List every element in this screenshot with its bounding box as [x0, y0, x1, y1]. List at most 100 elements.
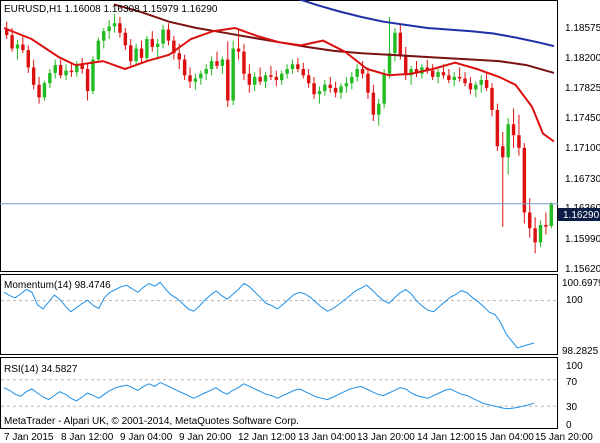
price-axis: 1.18575 1.18200 1.17825 1.17450 1.17100 … [558, 23, 600, 275]
candle-body [355, 69, 359, 77]
candle-body [517, 135, 521, 148]
candle-body [533, 228, 537, 243]
candle-body [112, 23, 117, 27]
candle-body [490, 87, 494, 110]
candle-body [48, 72, 52, 84]
momentum-axis: 100.6979 100 98.2825 [562, 278, 600, 357]
candle-body [150, 39, 155, 47]
candle-body [10, 35, 14, 49]
momentum-title: Momentum(14) 98.4746 [4, 280, 111, 291]
candle-body [26, 50, 30, 68]
candle-body [468, 83, 473, 90]
candle-body [366, 73, 370, 93]
price-tick-label: 1.17825 [565, 83, 600, 94]
ma_slow-line [298, 0, 555, 48]
rsi-tick-label: 100 [566, 361, 583, 372]
candle-body [403, 54, 408, 76]
candle-body [215, 61, 219, 66]
rsi-axis: 100 70 30 0 [566, 361, 583, 431]
candle-body [204, 69, 208, 74]
ma_fast-line [3, 26, 555, 143]
candle-body [236, 48, 241, 52]
candle-body [387, 53, 392, 74]
candle-body [317, 91, 322, 95]
price-tick-label: 1.16730 [565, 174, 600, 185]
momentum-tick-label: 98.2825 [562, 346, 599, 357]
candle-body [58, 65, 63, 76]
candle-body [177, 53, 181, 60]
time-tick-label: 12 Jan 12:00 [238, 432, 296, 443]
candle-body [360, 69, 365, 74]
candle-body [53, 65, 57, 73]
time-tick-label: 13 Jan 04:00 [298, 432, 356, 443]
candle-body [247, 73, 252, 85]
candle-body [333, 87, 338, 93]
candle-body [161, 29, 165, 44]
candle-body [75, 64, 79, 73]
candle-body [231, 48, 235, 101]
candle-body [134, 48, 138, 62]
candle-body [511, 124, 516, 136]
price-tick-label: 1.15990 [565, 234, 600, 245]
candle-body [479, 80, 483, 85]
time-tick-label: 14 Jan 12:00 [417, 432, 475, 443]
candle-body [226, 59, 230, 101]
time-tick-label: 9 Jan 20:00 [179, 432, 232, 443]
candle-body [312, 83, 316, 95]
candle-body [145, 39, 149, 58]
candle-body [166, 29, 171, 41]
candle-body [452, 76, 456, 81]
time-axis: 7 Jan 2015 8 Jan 12:00 9 Jan 04:00 9 Jan… [4, 432, 593, 443]
candle-body [139, 48, 144, 58]
rsi-plot [1, 379, 557, 410]
candle-body [430, 70, 435, 77]
candle-body [447, 75, 451, 81]
candle-body [4, 29, 9, 36]
candle-body [220, 59, 225, 66]
momentum-tick-label: 100 [566, 295, 583, 306]
candle-body [506, 124, 510, 158]
candle-body [258, 76, 262, 82]
time-tick-label: 15 Jan 20:00 [535, 432, 593, 443]
candle-body [123, 32, 128, 46]
candle-body [398, 32, 403, 55]
rsi-line [3, 381, 535, 410]
main-chart-title: EURUSD,H1 1.16008 1.16308 1.15979 1.1629… [4, 4, 218, 15]
candle-body [377, 103, 381, 115]
candle-body [118, 23, 122, 33]
candle-body [209, 61, 214, 69]
price-tick-label: 1.18575 [565, 23, 600, 34]
candle-body [538, 225, 543, 243]
rsi-title: RSI(14) 34.5827 [4, 364, 78, 375]
candle-body [64, 70, 68, 76]
candle-body [457, 76, 462, 79]
candle-body [290, 64, 295, 69]
candle-body [323, 84, 327, 92]
candle-body [42, 83, 47, 98]
candle-body [339, 86, 343, 93]
momentum-line [3, 281, 535, 349]
candle-body [172, 40, 176, 54]
candle-body [409, 69, 413, 76]
candle-body [15, 44, 20, 49]
candle-body [128, 45, 133, 62]
candle-body [37, 84, 41, 98]
ma_mid-line [113, 3, 555, 74]
momentum-tick-label: 100.6979 [562, 278, 600, 289]
price-tick-label: 1.18200 [565, 53, 600, 64]
candle-body [544, 225, 548, 227]
rsi-tick-label: 30 [566, 402, 578, 413]
candle-body [463, 78, 467, 84]
candle-body [188, 75, 192, 82]
current-price-label: 1.16290 [563, 210, 600, 221]
candle-body [69, 70, 74, 73]
time-tick-label: 7 Jan 2015 [4, 432, 54, 443]
rsi-panel-frame [0, 357, 558, 429]
candle-body [91, 59, 95, 92]
copyright-text: MetaTrader - Alpari UK, © 2001-2014, Met… [4, 416, 299, 427]
price-tick-label: 1.15620 [565, 264, 600, 275]
candle-body [193, 78, 198, 82]
candle-body [484, 80, 489, 88]
time-tick-label: 8 Jan 12:00 [61, 432, 114, 443]
